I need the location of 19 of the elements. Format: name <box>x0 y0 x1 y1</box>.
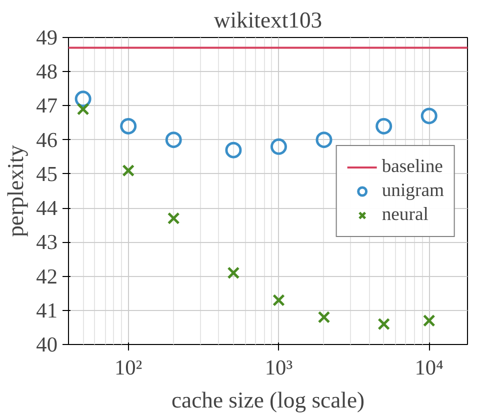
y-tick-label: 42 <box>36 264 58 288</box>
y-tick-label: 40 <box>36 332 58 356</box>
x-axis-title: cache size (log scale) <box>171 388 365 412</box>
y-tick-label: 47 <box>36 94 58 118</box>
x-tick-label: 10² <box>114 356 142 380</box>
y-tick-label: 41 <box>36 298 58 322</box>
y-tick-label: 45 <box>36 162 58 186</box>
y-tick-label: 43 <box>36 230 58 254</box>
y-tick-label: 49 <box>36 26 58 50</box>
y-axis-title: perplexity <box>3 144 28 237</box>
y-tick-label: 44 <box>36 196 58 220</box>
legend-label: baseline <box>382 156 443 178</box>
x-tick-label: 10⁴ <box>414 356 444 380</box>
chart-title: wikitext103 <box>214 8 322 32</box>
legend-label: neural <box>382 204 428 226</box>
legend-label: unigram <box>382 180 444 202</box>
x-tick-label: 10³ <box>264 356 293 380</box>
y-tick-label: 48 <box>36 60 58 84</box>
y-tick-label: 46 <box>36 128 58 152</box>
